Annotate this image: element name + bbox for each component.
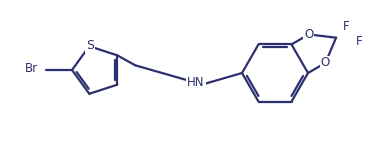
Text: O: O: [321, 56, 330, 69]
Text: F: F: [356, 35, 363, 48]
Text: O: O: [304, 28, 313, 41]
Text: F: F: [342, 20, 349, 33]
Text: HN: HN: [187, 77, 205, 89]
Text: Br: Br: [25, 63, 38, 76]
Text: S: S: [86, 39, 94, 52]
